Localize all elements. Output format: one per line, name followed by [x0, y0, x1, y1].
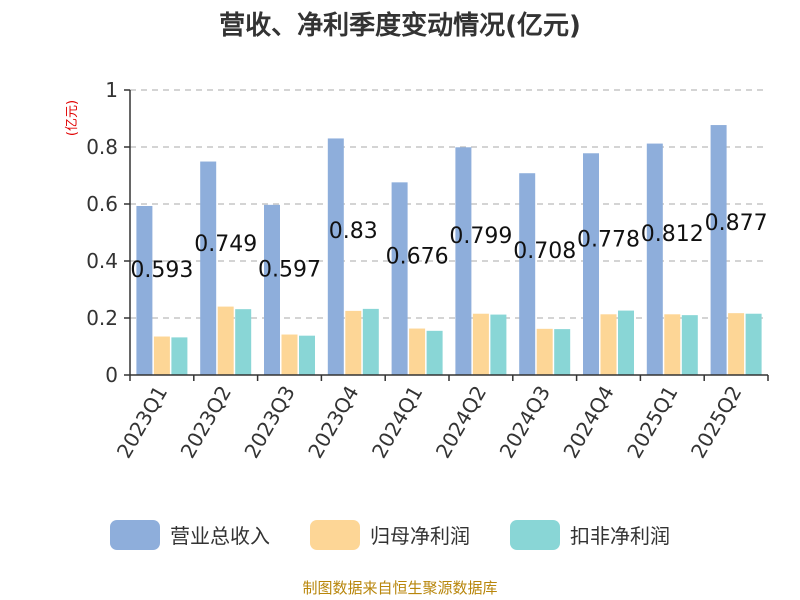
bar-revenue — [519, 173, 536, 375]
bar-deducted-net-profit — [490, 314, 507, 375]
bar-net-profit — [536, 328, 553, 375]
x-tick-label: 2024Q4 — [558, 382, 618, 463]
bar-deducted-net-profit — [299, 335, 315, 375]
legend-swatch — [510, 520, 560, 550]
data-label: 0.83 — [329, 219, 378, 244]
grid-layer — [130, 89, 768, 319]
x-tick-label: 2023Q3 — [239, 382, 299, 463]
data-label: 0.593 — [130, 258, 193, 283]
legend: 营业总收入 归母净利润 扣非净利润 — [110, 520, 670, 550]
legend-label: 扣非净利润 — [570, 524, 670, 548]
x-tick-label: 2023Q2 — [176, 382, 236, 463]
bar-revenue — [583, 153, 599, 375]
bar-revenue — [391, 182, 408, 375]
bar-revenue — [136, 205, 153, 375]
y-tick-label: 0.6 — [86, 192, 118, 216]
x-tick-label: 2025Q2 — [686, 382, 746, 463]
bars-layer — [136, 125, 762, 376]
bar-revenue — [646, 143, 663, 375]
bar-deducted-net-profit — [362, 308, 379, 375]
chart-title: 营收、净利季度变动情况(亿元) — [219, 10, 581, 41]
x-tick-label: 2024Q2 — [431, 382, 491, 463]
y-tick-label: 1 — [105, 78, 118, 102]
bar-net-profit — [472, 313, 489, 375]
y-tick-label: 0.8 — [86, 135, 118, 159]
data-label: 0.749 — [194, 232, 257, 257]
bar-deducted-net-profit — [554, 329, 571, 375]
bar-net-profit — [664, 314, 681, 375]
y-tick-label: 0 — [105, 363, 118, 387]
x-tick-label: 2023Q1 — [112, 382, 172, 463]
data-label: 0.676 — [386, 244, 449, 269]
bar-deducted-net-profit — [426, 330, 443, 375]
y-tick-label: 0.2 — [86, 306, 118, 330]
data-label: 0.778 — [577, 227, 640, 252]
legend-label: 归母净利润 — [370, 524, 470, 548]
data-label: 0.597 — [258, 257, 321, 282]
bar-net-profit — [728, 313, 745, 375]
bar-deducted-net-profit — [171, 337, 188, 375]
bar-net-profit — [345, 310, 362, 375]
bar-deducted-net-profit — [235, 309, 252, 375]
bar-net-profit — [153, 336, 170, 375]
bar-revenue — [710, 125, 727, 376]
data-label: 0.708 — [513, 239, 576, 264]
bar-deducted-net-profit — [618, 310, 634, 375]
legend-swatch — [110, 520, 160, 550]
bar-net-profit — [409, 328, 426, 375]
data-label: 0.799 — [449, 224, 512, 249]
bar-deducted-net-profit — [745, 313, 762, 375]
legend-label: 营业总收入 — [170, 524, 270, 548]
y-tick-label: 0.4 — [86, 249, 118, 273]
bar-net-profit — [600, 314, 617, 375]
bar-revenue — [264, 204, 280, 375]
bar-net-profit — [217, 306, 234, 375]
data-label: 0.877 — [705, 211, 768, 236]
legend-swatch — [310, 520, 360, 550]
bar-revenue — [327, 138, 344, 375]
y-unit-label: (亿元) — [65, 100, 80, 136]
x-tick-label: 2023Q4 — [303, 382, 363, 463]
bar-revenue — [455, 147, 472, 375]
bar-revenue — [200, 161, 217, 375]
bar-net-profit — [281, 334, 298, 375]
x-tick-label: 2024Q3 — [495, 382, 555, 463]
bar-deducted-net-profit — [681, 315, 698, 375]
data-label: 0.812 — [641, 222, 704, 247]
source-note: 制图数据来自恒生聚源数据库 — [302, 579, 497, 597]
x-tick-label: 2025Q1 — [622, 382, 682, 463]
x-tick-label: 2024Q1 — [367, 382, 427, 463]
